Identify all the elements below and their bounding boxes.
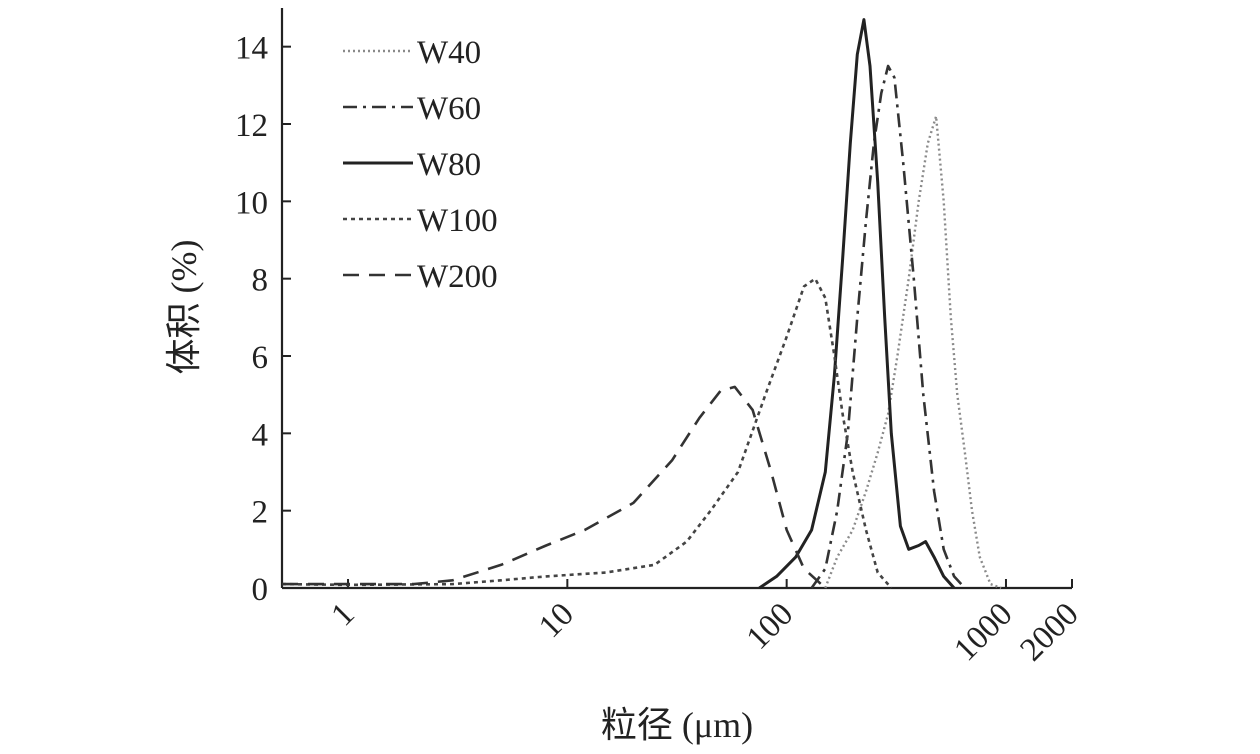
- x-axis-title: 粒径 (μm): [601, 705, 753, 745]
- legend-label-w80: W80: [417, 147, 481, 183]
- series-line-w40: [824, 115, 1002, 590]
- legend-label-w40: W40: [417, 35, 481, 71]
- y-tick-label: 8: [252, 263, 269, 299]
- series-line-w200: [282, 385, 827, 589]
- x-tick-label: 1: [325, 596, 362, 633]
- y-tick-label: 6: [252, 340, 269, 376]
- series-line-w100: [281, 277, 893, 589]
- y-tick-label: 10: [235, 185, 268, 221]
- y-axis-title: 体积 (%): [164, 240, 204, 375]
- y-tick-label: 12: [235, 108, 268, 144]
- x-tick-label: 100: [740, 596, 800, 656]
- x-tick-label: 2000: [1014, 596, 1086, 668]
- x-tick-label: 1000: [948, 596, 1020, 668]
- legend-label-w200: W200: [417, 259, 498, 295]
- y-tick-label: 0: [252, 572, 269, 608]
- series-line-w80: [758, 18, 956, 590]
- legend: W40 W60 W80 W100 W200: [343, 35, 498, 295]
- series-layer: [281, 18, 1002, 590]
- y-tick-label: 4: [252, 417, 269, 453]
- y-tick-label: 14: [235, 31, 268, 67]
- legend-label-w60: W60: [417, 91, 481, 127]
- axes: [280, 8, 1072, 590]
- series-line-w60: [810, 64, 966, 589]
- legend-label-w100: W100: [417, 203, 498, 239]
- x-tick-label: 10: [532, 596, 581, 645]
- y-ticks: 0 2 4 6 8 10 12 14: [235, 31, 291, 608]
- y-tick-label: 2: [252, 495, 269, 531]
